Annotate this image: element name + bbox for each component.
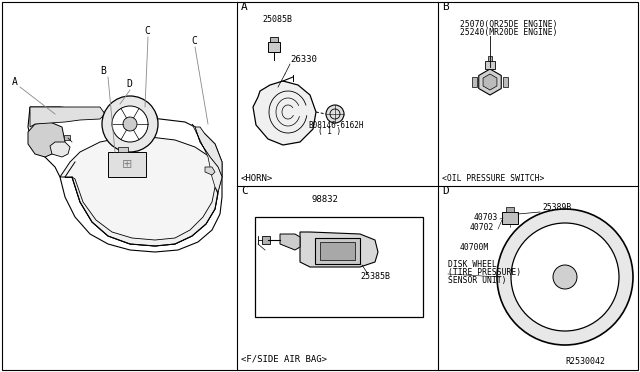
Polygon shape <box>253 81 316 145</box>
Text: A: A <box>12 77 18 87</box>
Text: <HORN>: <HORN> <box>241 174 273 183</box>
Text: R2530042: R2530042 <box>565 357 605 366</box>
Text: (TIRE PRESSURE): (TIRE PRESSURE) <box>448 268 521 277</box>
Circle shape <box>112 106 148 142</box>
Bar <box>472 77 477 87</box>
Text: D: D <box>442 186 449 196</box>
Text: ( 1 ): ( 1 ) <box>318 127 341 136</box>
Text: SENSOR UNIT): SENSOR UNIT) <box>448 276 506 285</box>
Text: 25389B: 25389B <box>542 203 572 212</box>
Bar <box>485 61 495 69</box>
Bar <box>108 152 146 177</box>
Polygon shape <box>280 234 300 250</box>
Polygon shape <box>300 232 378 267</box>
Text: 25070(QR25DE ENGINE): 25070(QR25DE ENGINE) <box>460 20 557 29</box>
Polygon shape <box>72 177 218 246</box>
Text: D: D <box>126 79 132 89</box>
Circle shape <box>326 105 344 123</box>
Text: A: A <box>241 2 248 12</box>
Polygon shape <box>192 124 222 192</box>
Text: DISK WHEEL: DISK WHEEL <box>448 260 497 269</box>
Polygon shape <box>28 122 65 157</box>
Bar <box>255 217 423 317</box>
Text: 98832: 98832 <box>312 195 339 204</box>
Bar <box>262 236 270 244</box>
Text: 25385B: 25385B <box>360 272 390 281</box>
Bar <box>506 207 514 212</box>
Polygon shape <box>50 142 70 157</box>
Text: C: C <box>191 36 197 46</box>
Bar <box>118 147 128 152</box>
Text: 25085B: 25085B <box>262 15 292 24</box>
Polygon shape <box>483 74 497 90</box>
Text: 40702: 40702 <box>470 223 494 232</box>
Polygon shape <box>195 127 222 177</box>
Text: B: B <box>442 2 449 12</box>
Bar <box>270 37 278 42</box>
Bar <box>315 238 360 264</box>
Text: <F/SIDE AIR BAG>: <F/SIDE AIR BAG> <box>241 355 327 364</box>
Bar <box>503 77 508 87</box>
Circle shape <box>553 265 577 289</box>
Circle shape <box>511 223 619 331</box>
Text: C: C <box>241 186 248 196</box>
Bar <box>502 212 518 224</box>
Bar <box>268 42 280 52</box>
Text: 40703: 40703 <box>474 213 499 222</box>
Polygon shape <box>60 137 222 246</box>
Circle shape <box>123 117 137 131</box>
Text: C: C <box>144 26 150 36</box>
Text: 40700M: 40700M <box>460 243 489 252</box>
Circle shape <box>497 209 633 345</box>
Bar <box>488 56 492 61</box>
Text: 26330: 26330 <box>290 55 317 64</box>
Text: B08146-6162H: B08146-6162H <box>308 121 364 130</box>
Bar <box>64 135 70 140</box>
Bar <box>320 242 355 260</box>
Polygon shape <box>479 69 501 95</box>
Text: B: B <box>100 66 106 76</box>
Text: 25240(MR20DE ENGINE): 25240(MR20DE ENGINE) <box>460 28 557 37</box>
Text: <OIL PRESSURE SWITCH>: <OIL PRESSURE SWITCH> <box>442 174 545 183</box>
Circle shape <box>102 96 158 152</box>
Text: ⊞: ⊞ <box>122 158 132 171</box>
Polygon shape <box>30 107 105 127</box>
Polygon shape <box>205 167 215 175</box>
